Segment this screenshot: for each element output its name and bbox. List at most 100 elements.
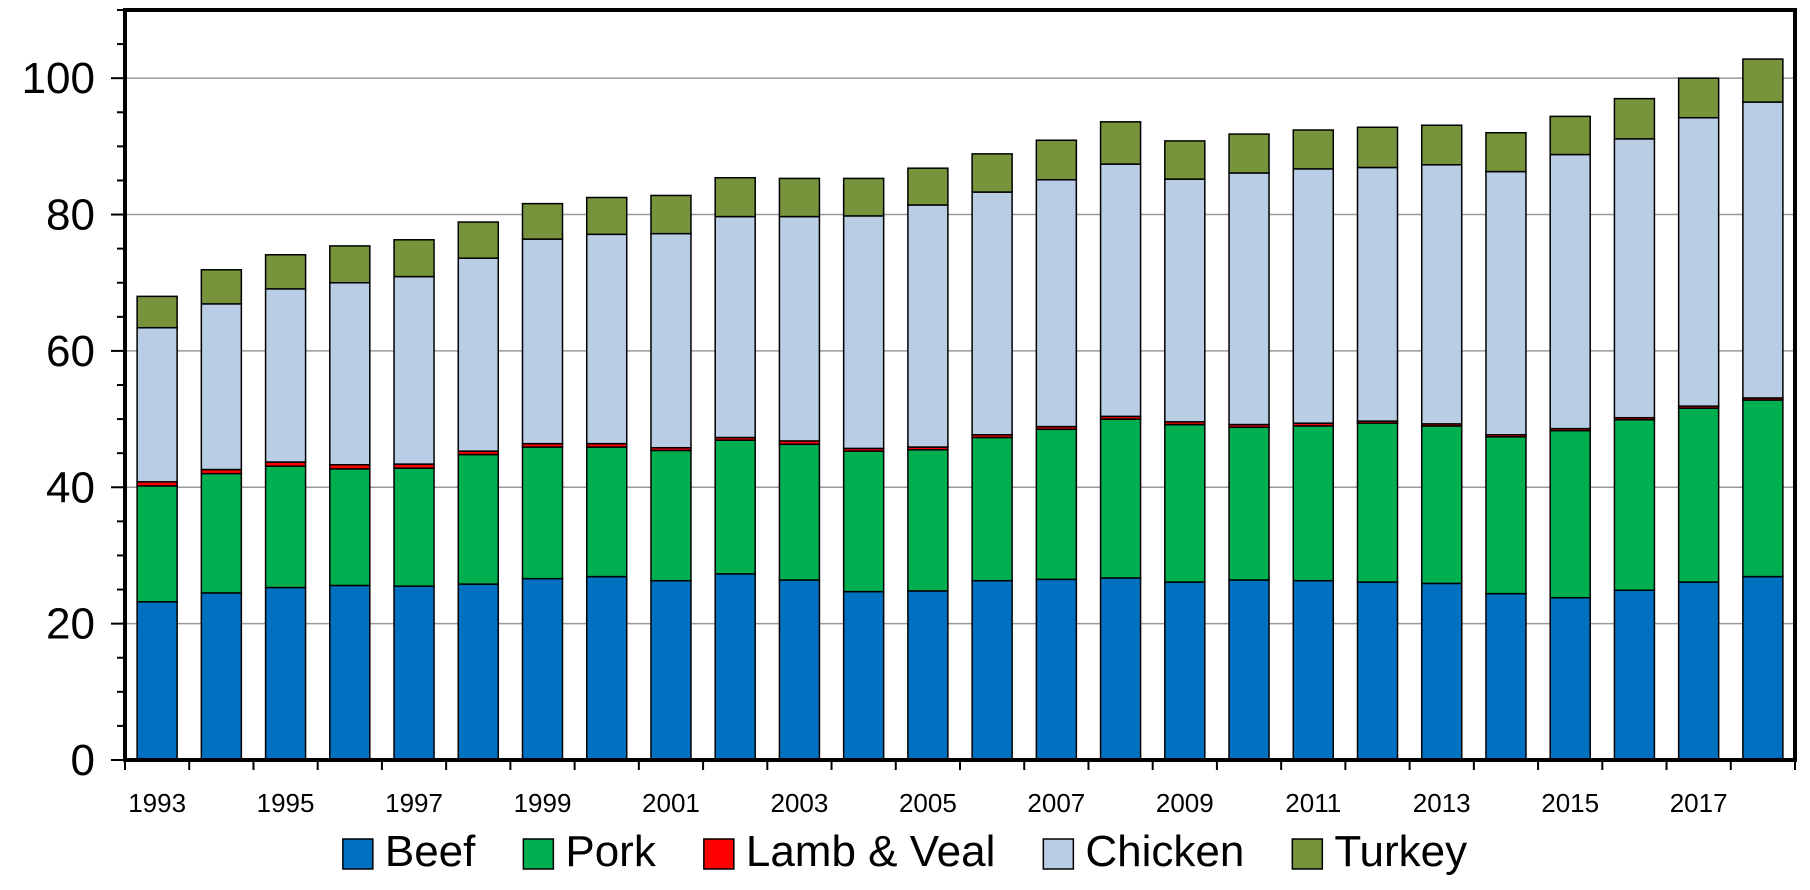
- bar-stack-2007: [1035, 139, 1078, 761]
- legend-swatch: [703, 838, 735, 870]
- bar-stack-1993: [136, 295, 178, 761]
- bar-segment-beef-2015: [1549, 596, 1591, 761]
- x-tick-label: 2015: [1541, 788, 1599, 818]
- bar-segment-pork-1995: [264, 465, 307, 589]
- bar-stack-2015: [1549, 115, 1591, 761]
- bar-segment-chicken-2010: [1228, 172, 1270, 426]
- bar-segment-beef-2018: [1742, 575, 1784, 761]
- bar-segment-chicken-2018: [1742, 101, 1784, 399]
- y-axis: 0 20 40 60 80 100: [22, 9, 125, 785]
- bar-segment-pork-2006: [971, 436, 1013, 582]
- bar-segment-turkey-2006: [971, 153, 1013, 193]
- bar-segment-beef-1998: [457, 583, 500, 761]
- bar-segment-chicken-2003: [778, 215, 821, 442]
- bar-stack-2010: [1228, 133, 1270, 761]
- x-tick-label: 2017: [1670, 788, 1728, 818]
- bar-segment-turkey-1996: [329, 245, 371, 284]
- bar-segment-pork-2017: [1677, 407, 1720, 583]
- bar-segment-turkey-2000: [585, 196, 628, 236]
- bar-segment-pork-1997: [393, 467, 435, 587]
- bar-segment-turkey-2014: [1485, 131, 1527, 173]
- legend-label: Lamb & Veal: [746, 827, 996, 876]
- bar-segment-chicken-2015: [1549, 153, 1591, 430]
- y-tick-label: 80: [46, 191, 95, 240]
- bar-stack-2003: [778, 177, 821, 761]
- bar-segment-pork-1993: [136, 485, 178, 603]
- x-tick-label: 2011: [1285, 788, 1341, 818]
- legend-label: Beef: [385, 827, 476, 876]
- bar-segment-turkey-2005: [907, 167, 949, 206]
- bar-segment-beef-2007: [1035, 578, 1078, 761]
- bar-segment-beef-2013: [1420, 582, 1463, 761]
- bar-segment-chicken-1993: [136, 326, 178, 483]
- legend-swatch: [522, 838, 555, 870]
- bar-segment-turkey-2001: [650, 194, 692, 235]
- bar-segment-turkey-2011: [1292, 129, 1335, 170]
- plot-area-frame: [123, 8, 1797, 762]
- bar-segment-chicken-2001: [650, 232, 692, 449]
- bar-segment-beef-1999: [521, 577, 564, 761]
- bar-segment-chicken-2009: [1164, 178, 1206, 423]
- bar-segment-chicken-1994: [200, 303, 243, 471]
- bar-segment-turkey-2008: [1099, 121, 1142, 165]
- x-tick-label: 2003: [771, 788, 829, 818]
- bar-segment-chicken-2017: [1677, 116, 1720, 407]
- bar-segment-turkey-1995: [264, 254, 307, 290]
- bar-segment-turkey-2015: [1549, 115, 1591, 156]
- bar-segment-pork-2008: [1099, 418, 1142, 579]
- bar-segment-turkey-2009: [1164, 140, 1206, 180]
- bar-segment-beef-2002: [714, 573, 756, 761]
- bar-segment-turkey-2013: [1420, 124, 1463, 166]
- bar-stack-1996: [329, 245, 371, 761]
- bar-stack-2000: [585, 196, 628, 761]
- bar-stack-1994: [200, 269, 243, 761]
- bar-segment-chicken-1999: [521, 238, 564, 445]
- bar-stack-1997: [393, 239, 435, 761]
- bar-stack-2005: [907, 167, 949, 761]
- bar-segment-chicken-1996: [329, 281, 371, 466]
- bar-segment-beef-1996: [329, 584, 371, 761]
- bar-segment-chicken-1997: [393, 275, 435, 465]
- bar-segment-turkey-1993: [136, 295, 178, 329]
- bar-segment-pork-1996: [329, 468, 371, 587]
- bar-segment-beef-1993: [136, 601, 178, 761]
- x-tick-label: 1999: [514, 788, 572, 818]
- bar-stack-2013: [1420, 124, 1463, 761]
- bar-segment-pork-2002: [714, 439, 756, 575]
- bar-stack-2006: [971, 153, 1013, 761]
- bar-segment-chicken-2002: [714, 215, 756, 439]
- bar-stack-2011: [1292, 129, 1335, 761]
- bar-segment-beef-2010: [1228, 579, 1270, 761]
- legend-item-turkey: Turkey: [1291, 827, 1467, 876]
- bar-segment-pork-2009: [1164, 423, 1206, 583]
- bars: [136, 58, 1784, 761]
- bar-segment-chicken-2004: [842, 215, 885, 450]
- bar-segment-pork-2007: [1035, 428, 1078, 581]
- legend-swatch: [1291, 838, 1324, 870]
- bar-segment-turkey-2012: [1356, 126, 1399, 169]
- legend: Beef Pork Lamb & Veal Chicken Turkey: [342, 827, 1467, 876]
- bar-segment-beef-1997: [393, 585, 435, 761]
- x-tick-label: 2007: [1027, 788, 1085, 818]
- bar-segment-beef-2016: [1613, 589, 1656, 761]
- bar-stack-1995: [264, 254, 307, 761]
- y-tick-label: 100: [22, 54, 95, 103]
- legend-label: Pork: [565, 827, 656, 876]
- bar-stack-2018: [1742, 58, 1784, 761]
- x-tick-label: 2001: [642, 788, 700, 818]
- bar-segment-pork-2011: [1292, 425, 1335, 582]
- bar-segment-turkey-2016: [1613, 97, 1656, 140]
- bar-segment-beef-2009: [1164, 581, 1206, 761]
- bar-segment-pork-2015: [1549, 429, 1591, 599]
- bar-segment-turkey-2004: [842, 177, 885, 217]
- bar-segment-pork-1998: [457, 453, 500, 585]
- bar-stack-2008: [1099, 121, 1142, 761]
- bar-segment-beef-2008: [1099, 577, 1142, 761]
- bar-segment-beef-2011: [1292, 579, 1335, 761]
- bar-segment-chicken-2007: [1035, 179, 1078, 428]
- bar-segment-beef-2001: [650, 579, 692, 761]
- bar-segment-turkey-2010: [1228, 133, 1270, 174]
- bar-stack-1998: [457, 221, 500, 761]
- legend-swatch: [342, 838, 374, 870]
- bar-segment-beef-2000: [585, 575, 628, 761]
